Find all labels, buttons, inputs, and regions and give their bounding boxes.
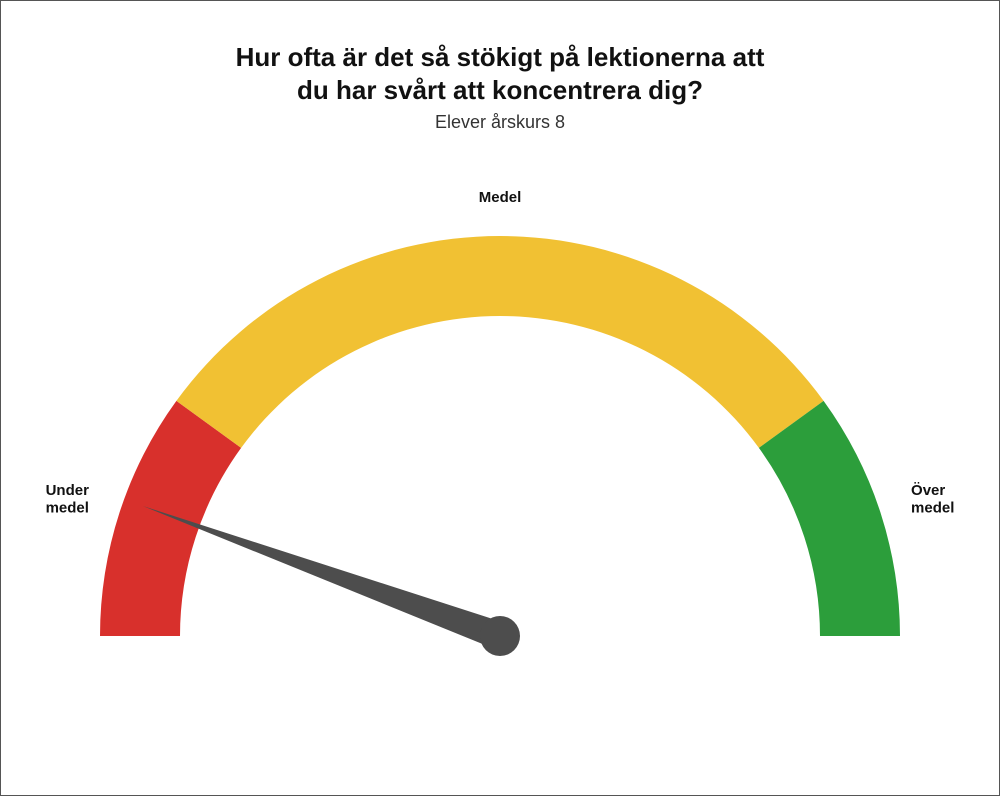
title-line-1: Hur ofta är det så stökigt på lektionern… [236, 42, 765, 72]
gauge-label-0: Undermedel [46, 482, 90, 516]
gauge-segment-2 [759, 401, 900, 636]
chart-frame: Hur ofta är det så stökigt på lektionern… [0, 0, 1000, 796]
gauge-segment-0 [100, 401, 241, 636]
title-line-2: du har svårt att koncentrera dig? [297, 75, 703, 105]
gauge-container: Undermedel Medel Övermedel [40, 176, 960, 701]
chart-subtitle: Elever årskurs 8 [1, 112, 999, 133]
gauge-label-2: Övermedel [911, 482, 954, 516]
gauge-needle [143, 506, 505, 649]
title-block: Hur ofta är det så stökigt på lektionern… [1, 41, 999, 133]
gauge-segment-1 [176, 236, 823, 448]
gauge-label-1: Medel [479, 189, 522, 206]
gauge-chart: Undermedel Medel Övermedel [40, 176, 960, 696]
chart-title: Hur ofta är det så stökigt på lektionern… [1, 41, 999, 106]
gauge-hub [480, 616, 520, 656]
